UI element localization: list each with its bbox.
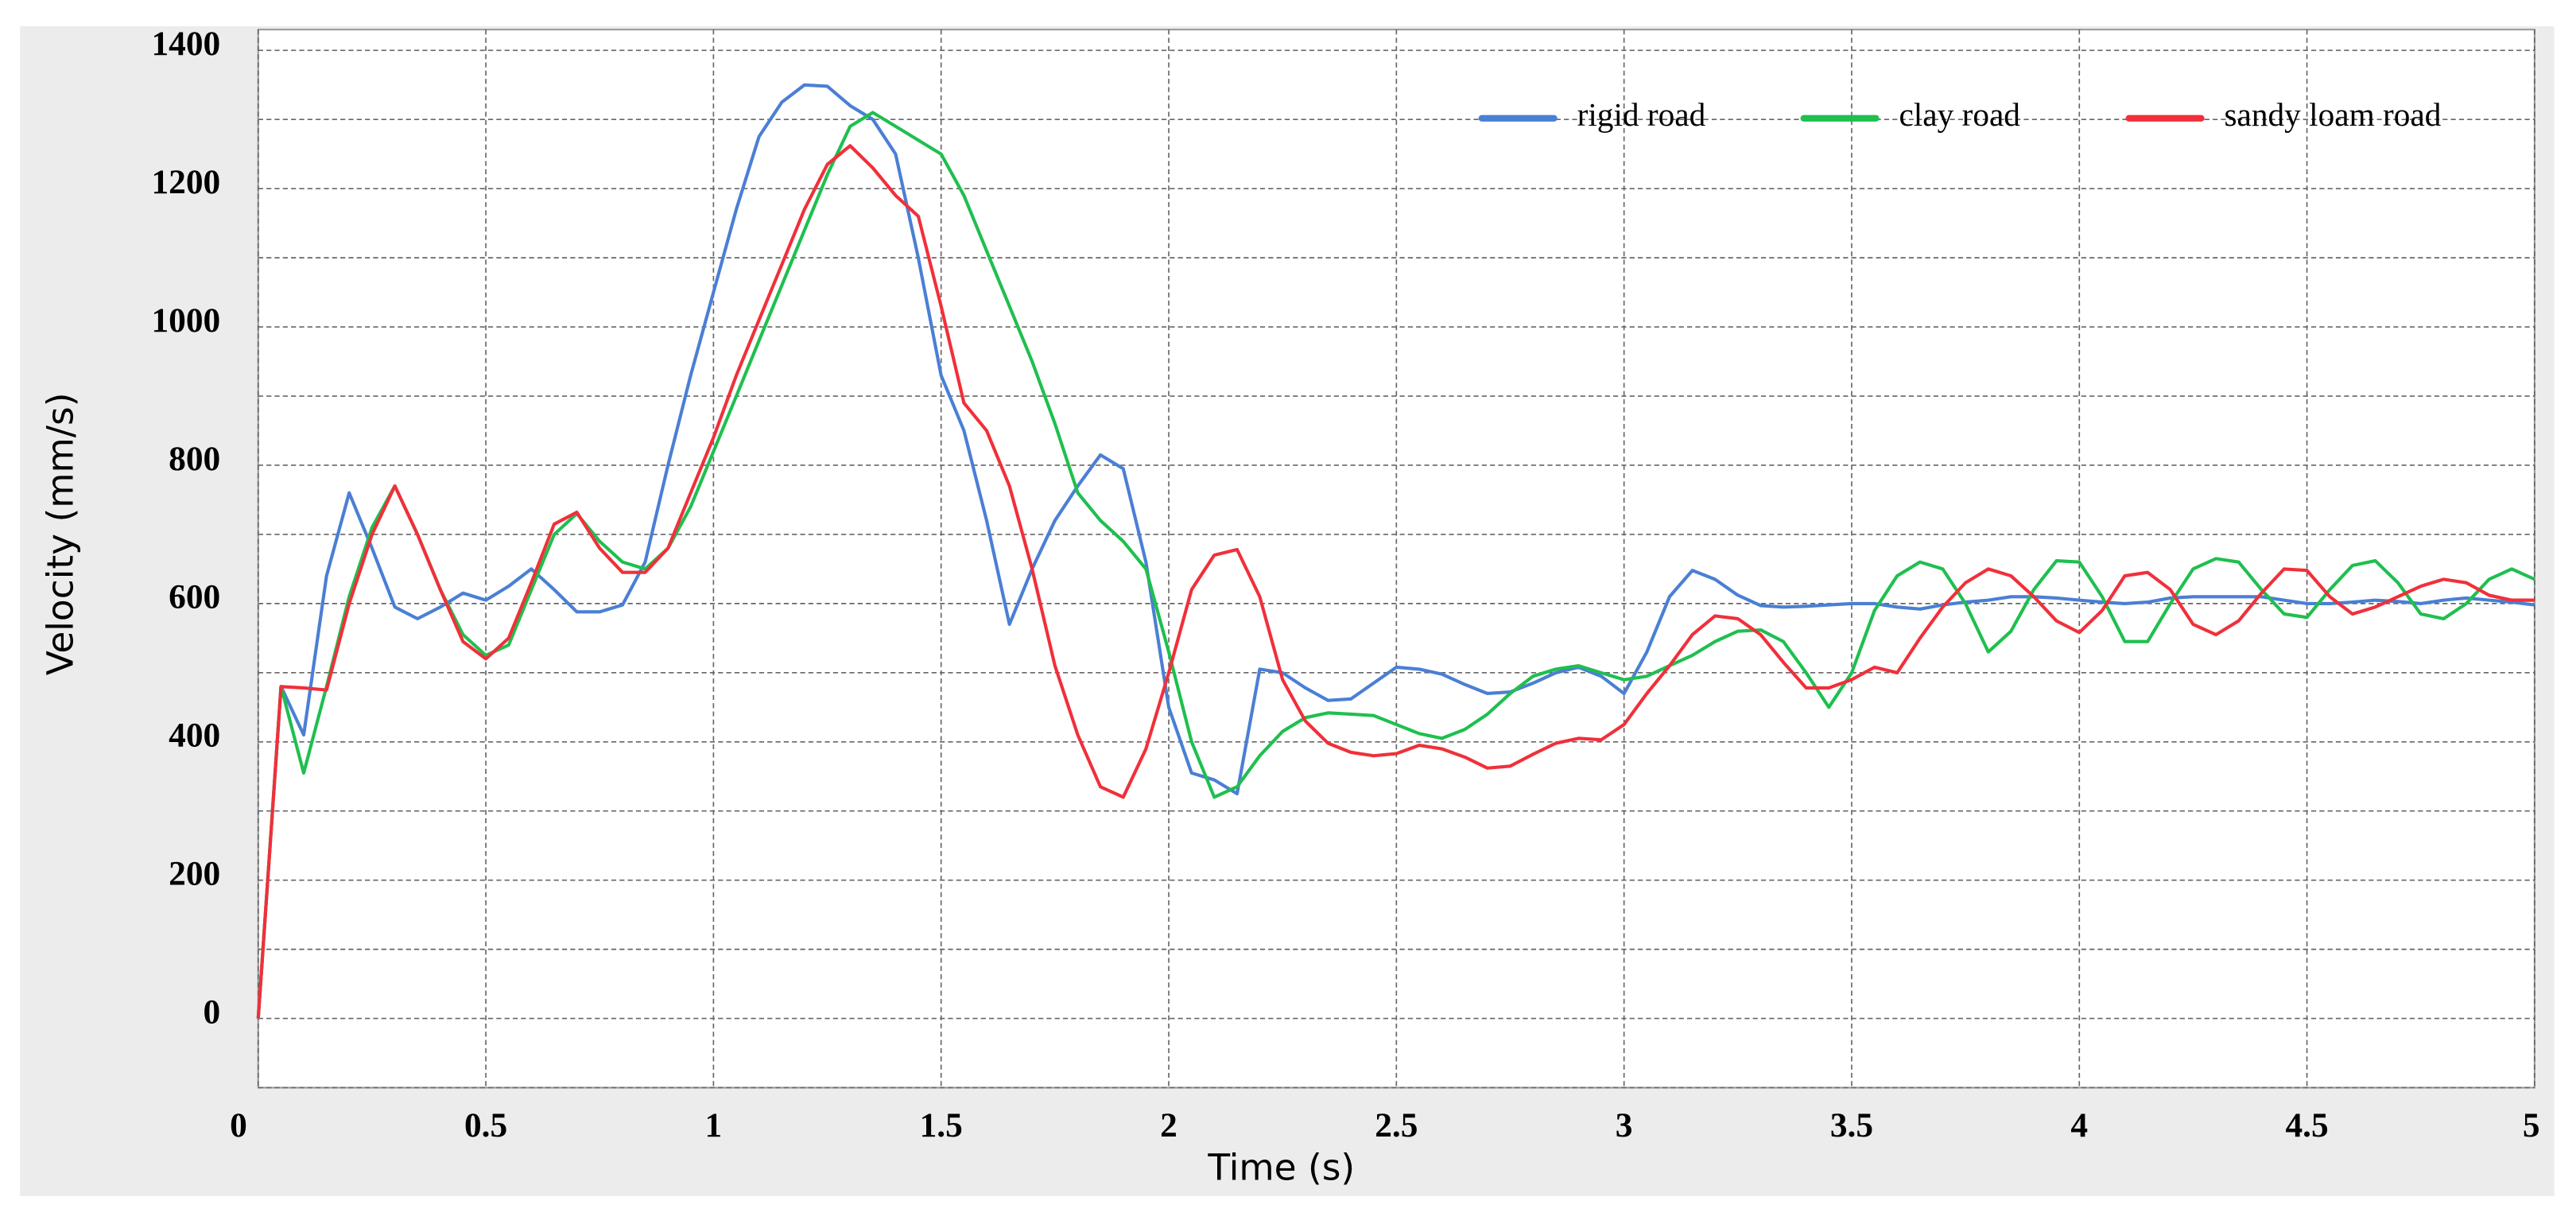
y-tick-label: 200 xyxy=(169,855,220,893)
y-tick-label: 0 xyxy=(204,993,221,1031)
legend-label: rigid road xyxy=(1577,96,1706,133)
x-tick-label: 0 xyxy=(230,1106,247,1144)
x-tick-label: 4 xyxy=(2070,1106,2088,1144)
series-line xyxy=(256,111,2535,1019)
series-line xyxy=(256,144,2535,1019)
legend-label: clay road xyxy=(1899,96,2020,133)
x-tick-label: 1 xyxy=(705,1106,723,1144)
y-tick-label: 400 xyxy=(169,717,220,755)
x-tick-label: 4.5 xyxy=(2285,1106,2328,1144)
x-tick-label: 0.5 xyxy=(464,1106,507,1144)
x-tick-label: 5 xyxy=(2523,1106,2540,1144)
x-axis-label: Time (s) xyxy=(1207,1146,1355,1188)
y-tick-label: 1000 xyxy=(151,301,220,340)
x-tick-label: 3.5 xyxy=(1830,1106,1873,1144)
legend-label: sandy loam road xyxy=(2224,96,2441,133)
y-tick-label: 600 xyxy=(169,578,220,616)
y-tick-label: 1200 xyxy=(151,163,220,201)
y-axis-label: Velocity (mm/s) xyxy=(39,393,81,676)
x-tick-label: 2 xyxy=(1160,1106,1177,1144)
x-tick-label: 3 xyxy=(1616,1106,1633,1144)
series-line xyxy=(256,83,2535,1019)
y-tick-label: 800 xyxy=(169,440,220,478)
y-tick-label: 1400 xyxy=(151,25,220,63)
x-tick-label: 2.5 xyxy=(1375,1106,1418,1144)
x-tick-label: 1.5 xyxy=(920,1106,963,1144)
